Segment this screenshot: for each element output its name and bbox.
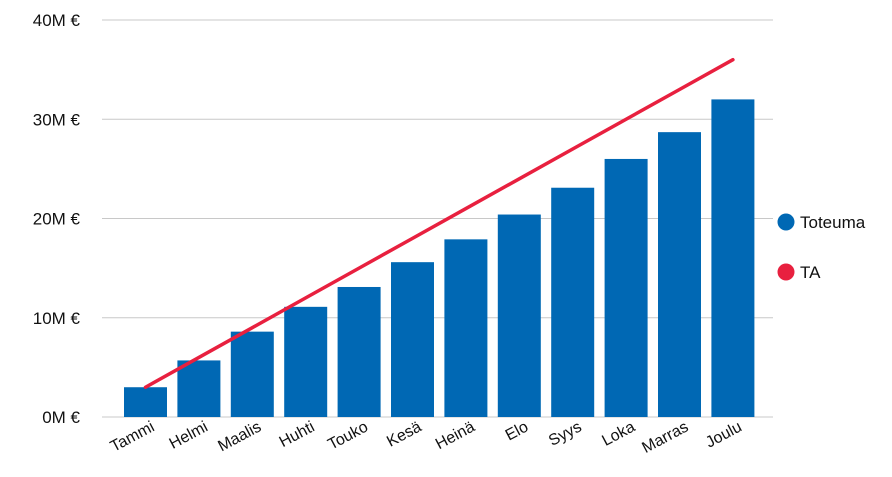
bar-marras[interactable] — [658, 132, 701, 417]
bar-tammi[interactable] — [124, 387, 167, 417]
bar-elo[interactable] — [497, 214, 541, 417]
x-tick-label: Tammi — [108, 419, 158, 456]
legend-marker-ta — [777, 263, 795, 281]
line-ta[interactable] — [143, 57, 735, 389]
x-tick-label: Maalis — [215, 419, 264, 456]
y-tick-label: 40M € — [33, 11, 81, 30]
legend: Toteuma TA — [777, 213, 866, 282]
line-series-ta — [143, 57, 735, 389]
bar-huhti[interactable] — [284, 306, 328, 417]
y-tick-label: 20M € — [33, 210, 81, 229]
x-axis-ticks: Tammi Helmi Maalis Huhti Touko Kesä Heinä Elo Sy… — [108, 418, 745, 456]
x-tick-label: Helmi — [167, 419, 211, 453]
x-tick-label: Kesä — [384, 418, 424, 450]
bar-maalis[interactable] — [230, 331, 274, 417]
y-tick-label: 10M € — [33, 309, 81, 328]
x-tick-label: Marras — [639, 419, 691, 457]
y-tick-label: 30M € — [33, 110, 81, 129]
x-tick-label: Touko — [325, 418, 371, 453]
bar-series-toteuma — [124, 99, 755, 418]
legend-marker-toteuma — [777, 213, 795, 231]
x-tick-label: Huhti — [277, 419, 318, 452]
x-tick-label: Joulu — [703, 419, 745, 452]
bar-kesä[interactable] — [391, 262, 434, 417]
y-tick-label: 0M € — [42, 408, 80, 427]
y-axis-ticks: 0M € 10M € 20M € 30M € 40M € — [33, 11, 81, 427]
legend-item-toteuma[interactable]: Toteuma — [777, 213, 866, 232]
x-tick-label: Elo — [503, 418, 531, 444]
bar-syys[interactable] — [551, 187, 595, 417]
legend-label-toteuma: Toteuma — [800, 213, 866, 232]
bar-loka[interactable] — [604, 158, 648, 417]
bar-touko[interactable] — [337, 286, 381, 417]
bar-helmi[interactable] — [177, 360, 221, 417]
bar-heinä[interactable] — [444, 239, 488, 417]
x-tick-label: Heinä — [433, 418, 478, 453]
x-tick-label: Syys — [546, 419, 585, 450]
legend-label-ta: TA — [800, 263, 821, 282]
x-tick-label: Loka — [599, 418, 638, 449]
legend-item-ta[interactable]: TA — [777, 263, 822, 282]
bar-joulu[interactable] — [711, 99, 755, 418]
